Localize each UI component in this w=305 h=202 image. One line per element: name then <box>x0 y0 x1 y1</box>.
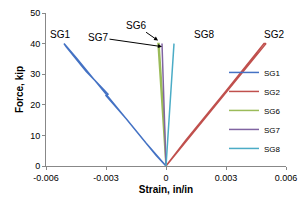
svg-text:30: 30 <box>30 69 40 79</box>
svg-text:SG6: SG6 <box>264 107 281 116</box>
svg-text:-0.006: -0.006 <box>33 173 59 183</box>
svg-text:50: 50 <box>30 8 40 18</box>
svg-text:SG1: SG1 <box>50 29 70 40</box>
svg-text:0: 0 <box>35 161 40 171</box>
svg-text:10: 10 <box>30 131 40 141</box>
svg-text:0: 0 <box>163 173 168 183</box>
svg-text:40: 40 <box>30 39 40 49</box>
svg-text:SG8: SG8 <box>264 145 281 154</box>
svg-text:20: 20 <box>30 100 40 110</box>
svg-text:SG7: SG7 <box>88 32 108 43</box>
svg-text:SG1: SG1 <box>264 69 281 78</box>
svg-text:SG7: SG7 <box>264 126 281 135</box>
svg-text:Force, kip: Force, kip <box>14 66 25 113</box>
svg-text:SG6: SG6 <box>126 20 146 31</box>
svg-text:SG2: SG2 <box>264 29 284 40</box>
svg-text:-0.003: -0.003 <box>93 173 119 183</box>
svg-text:SG8: SG8 <box>194 29 214 40</box>
svg-text:SG2: SG2 <box>264 88 281 97</box>
svg-text:0.003: 0.003 <box>215 173 238 183</box>
svg-text:0.006: 0.006 <box>275 173 298 183</box>
svg-text:Strain, in/in: Strain, in/in <box>139 184 193 195</box>
